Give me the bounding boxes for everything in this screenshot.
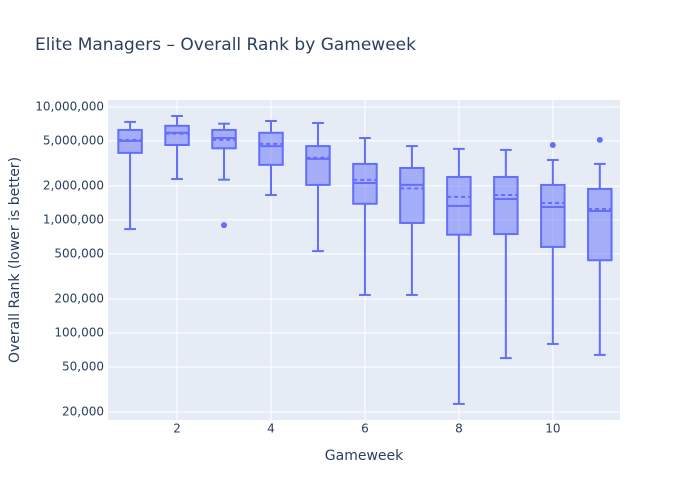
y-tick-label: 200,000 [54, 291, 104, 305]
box [164, 124, 190, 146]
y-tick-label: 500,000 [54, 246, 104, 260]
chart-title: Elite Managers – Overall Rank by Gamewee… [35, 35, 416, 55]
outlier [549, 141, 556, 148]
grid [108, 100, 620, 420]
x-tick-label: 10 [545, 422, 560, 436]
x-axis-title: Gameweek [325, 448, 404, 464]
box [305, 145, 331, 186]
x-tick-label: 4 [267, 422, 275, 436]
y-tick-label: 20,000 [62, 405, 104, 419]
y-tick-label: 5,000,000 [43, 133, 104, 147]
box [540, 183, 566, 248]
x-tick-label: 6 [361, 422, 369, 436]
box [258, 131, 284, 166]
y-tick-label: 10,000,000 [35, 99, 104, 113]
y-tick-label: 2,000,000 [43, 178, 104, 192]
y-axis-title: Overall Rank (lower is better) [7, 157, 23, 363]
boxes [117, 115, 613, 405]
x-tick-label: 8 [455, 422, 463, 436]
outlier [596, 136, 603, 143]
box [493, 175, 519, 236]
y-tick-label: 100,000 [54, 325, 104, 339]
y-tick-label: 50,000 [62, 360, 104, 374]
x-tick-label: 2 [173, 422, 181, 436]
box [399, 166, 425, 224]
outlier [221, 222, 228, 229]
y-tick-label: 1,000,000 [43, 212, 104, 226]
box [587, 187, 613, 262]
